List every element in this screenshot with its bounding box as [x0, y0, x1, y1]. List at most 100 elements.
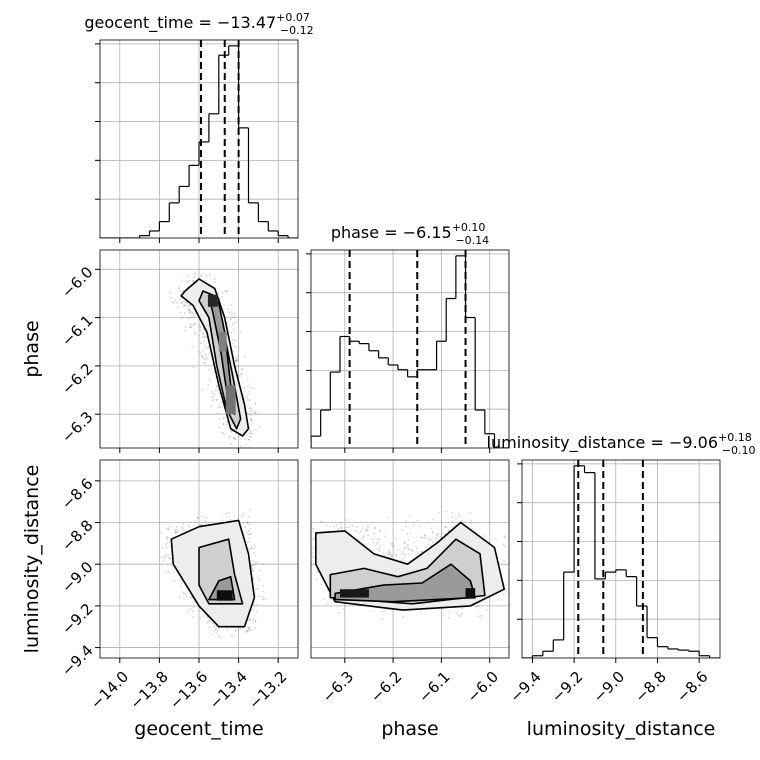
sample-point: [229, 429, 232, 432]
density-peak: [216, 590, 233, 601]
sample-point: [458, 515, 461, 517]
sample-point: [188, 309, 191, 311]
sample-point: [250, 409, 253, 412]
sample-point: [217, 406, 220, 409]
sample-point: [188, 310, 191, 313]
sample-point: [252, 569, 255, 572]
sample-point: [222, 422, 225, 425]
sample-point: [404, 520, 407, 523]
density-peak: [207, 294, 218, 307]
sample-point: [238, 376, 241, 378]
contour-geocent_time-phase: [169, 272, 261, 448]
tick-label-y: −6.3: [58, 408, 96, 446]
sample-point: [254, 620, 257, 623]
sample-point: [199, 342, 202, 345]
panel-frame: [310, 459, 510, 659]
sample-point: [339, 523, 342, 525]
sample-point: [211, 400, 214, 402]
title-sup: +0.18: [718, 431, 752, 444]
sample-point: [425, 546, 427, 549]
sample-point: [305, 525, 307, 527]
sample-point: [451, 520, 454, 523]
sample-point: [187, 524, 189, 527]
sample-point: [212, 622, 214, 625]
sample-point: [403, 541, 406, 543]
sample-point: [218, 418, 221, 421]
sample-point: [432, 519, 435, 521]
sample-point: [199, 616, 202, 619]
sample-point: [183, 303, 186, 306]
sample-point: [181, 317, 184, 319]
sample-point: [213, 278, 216, 281]
sample-point: [444, 532, 447, 535]
sample-point: [409, 514, 412, 517]
sample-point: [234, 630, 237, 632]
sample-point: [165, 547, 168, 549]
sample-point: [193, 312, 195, 315]
sample-point: [229, 435, 231, 438]
sample-point: [435, 538, 438, 540]
sample-point: [181, 591, 184, 594]
sample-point: [476, 605, 479, 608]
sample-point: [311, 551, 313, 554]
sample-point: [320, 583, 323, 586]
sample-point: [202, 615, 205, 618]
sample-point: [206, 346, 209, 349]
sample-point: [180, 302, 183, 305]
contour-phase-luminosity_distance: [305, 510, 509, 620]
sample-point: [254, 402, 257, 405]
sample-point: [250, 545, 253, 548]
sample-point: [194, 322, 197, 324]
sample-point: [248, 515, 250, 518]
sample-point: [210, 405, 213, 408]
panel-title-luminosity_distance: luminosity_distance = −9.06+0.18 −0.10: [487, 431, 756, 457]
sample-point: [250, 532, 252, 535]
sample-point: [389, 556, 392, 559]
sample-point: [469, 511, 472, 514]
sample-point: [237, 347, 240, 350]
sample-point: [247, 627, 250, 630]
sample-point: [416, 519, 419, 522]
sample-point: [168, 557, 171, 560]
sample-point: [421, 550, 424, 553]
sample-point: [378, 550, 381, 552]
sample-point: [379, 545, 382, 548]
sample-point: [440, 519, 443, 522]
sample-point: [236, 359, 239, 362]
sample-point: [461, 607, 464, 610]
sample-point: [248, 412, 250, 415]
sample-point: [189, 608, 192, 611]
sample-point: [168, 571, 170, 574]
sample-point: [244, 355, 246, 358]
sample-point: [201, 356, 204, 359]
sample-point: [503, 545, 506, 548]
sample-point: [391, 555, 393, 557]
sample-point: [440, 535, 442, 538]
sample-point: [378, 538, 381, 540]
sample-point: [173, 580, 176, 582]
histogram-phase: [311, 255, 509, 448]
tick-label-y: −9.4: [58, 641, 96, 679]
sample-point: [247, 438, 250, 441]
sample-point: [436, 534, 438, 537]
sample-point: [200, 274, 203, 277]
sample-point: [243, 397, 246, 400]
sample-point: [457, 512, 460, 515]
sample-point: [454, 517, 457, 520]
sample-point: [424, 537, 427, 539]
sample-point: [250, 413, 253, 416]
sample-point: [367, 526, 369, 529]
sample-point: [378, 529, 381, 532]
sample-point: [232, 328, 235, 331]
sample-point: [352, 524, 355, 527]
sample-point: [445, 510, 448, 513]
sample-point: [416, 550, 419, 553]
sample-point: [185, 301, 188, 304]
sample-point: [191, 312, 194, 315]
sample-point: [262, 595, 265, 598]
title-sub: −0.12: [280, 24, 314, 37]
sample-point: [204, 347, 207, 350]
sample-point: [184, 305, 186, 308]
sample-point: [253, 544, 256, 546]
